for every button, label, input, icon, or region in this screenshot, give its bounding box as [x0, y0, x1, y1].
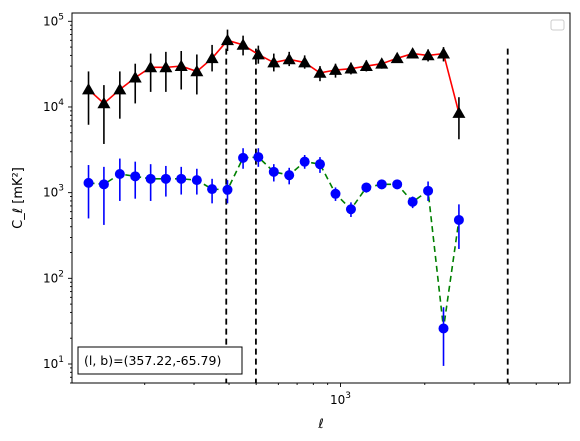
series-1-point: [267, 56, 281, 68]
x-tick-label-base: 10: [330, 393, 345, 407]
series-2-point: [361, 182, 372, 193]
series-2-point: [145, 173, 156, 184]
annotation-box: [77, 346, 243, 375]
series-2-point: [330, 188, 341, 199]
y-tick-label-base: 10: [43, 357, 58, 371]
series-2-point: [160, 173, 171, 184]
y-tick-label-exponent: 2: [58, 269, 64, 279]
series-1-point: [282, 52, 296, 65]
series-1-point: [128, 71, 142, 83]
series-1-point: [359, 59, 373, 71]
series-2-point: [253, 152, 264, 163]
series-1-point: [190, 64, 204, 77]
series-2-point: [284, 170, 295, 181]
series-2-point: [392, 179, 403, 190]
series-2-point: [268, 166, 279, 177]
series-1-point: [329, 63, 343, 75]
series-2-point: [345, 204, 356, 215]
series-2-point: [98, 179, 109, 190]
y-tick-label-base: 10: [43, 271, 58, 285]
series-2-point: [191, 175, 202, 186]
plot-area: [82, 29, 509, 383]
y-tick-label-base: 10: [43, 100, 58, 114]
series-1-point: [251, 47, 265, 60]
series-2-point: [314, 159, 325, 170]
x-tick-label-exponent: 3: [345, 391, 351, 401]
y-tick-label: 101: [43, 355, 64, 371]
series-1-point: [344, 62, 358, 74]
series-2-point: [130, 171, 141, 182]
series-1-point: [97, 96, 111, 109]
series-1-point: [390, 51, 404, 64]
series-1-point: [220, 33, 234, 46]
x-tick-label: 103: [330, 391, 351, 407]
series-1-point: [375, 57, 389, 69]
series-2-point: [176, 173, 187, 184]
series-2-point: [423, 185, 434, 196]
series-1-point: [313, 66, 327, 78]
series-2-point: [207, 184, 218, 195]
plot-frame: [71, 12, 571, 384]
series-1-point: [437, 47, 451, 59]
y-tick-label-exponent: 5: [58, 12, 64, 22]
series-1-point: [452, 106, 466, 118]
y-tick-label: 102: [43, 269, 64, 285]
series-1-point: [144, 60, 158, 73]
coordinates-annotation: (l, b)=(357.22,-65.79): [77, 346, 243, 375]
y-tick-label-base: 10: [43, 14, 58, 28]
y-tick-label-base: 10: [43, 186, 58, 200]
series-2-point: [453, 214, 464, 225]
y-tick-label: 103: [43, 184, 64, 200]
series-1-point: [421, 48, 435, 61]
series-2-point: [299, 156, 310, 167]
y-tick-label-exponent: 3: [58, 184, 64, 194]
series-1-point: [298, 56, 312, 68]
series-1-point: [205, 51, 219, 64]
series-2-point: [407, 196, 418, 207]
y-axis-label: C_ℓ [mK²]: [11, 167, 26, 229]
series-2-point: [222, 184, 233, 195]
series-2-point: [238, 152, 249, 163]
legend-box: [550, 19, 565, 31]
series-2-point: [83, 177, 94, 188]
series-2-point: [114, 169, 125, 180]
series-1-point: [174, 59, 188, 71]
series-2-point: [376, 179, 387, 190]
y-tick-label-exponent: 4: [58, 98, 64, 108]
series-1-point: [406, 47, 420, 59]
annotation-text: (l, b)=(357.22,-65.79): [84, 353, 221, 368]
x-axis-label: ℓ: [317, 417, 323, 432]
series-1-point: [82, 82, 96, 95]
series-1-point: [113, 82, 127, 95]
y-tick-label-exponent: 1: [58, 355, 64, 365]
series-1-point: [236, 38, 250, 50]
y-tick-label: 104: [43, 98, 64, 114]
y-tick-label: 105: [43, 12, 64, 28]
series-2-point: [438, 323, 449, 334]
series-1-point: [159, 60, 173, 73]
